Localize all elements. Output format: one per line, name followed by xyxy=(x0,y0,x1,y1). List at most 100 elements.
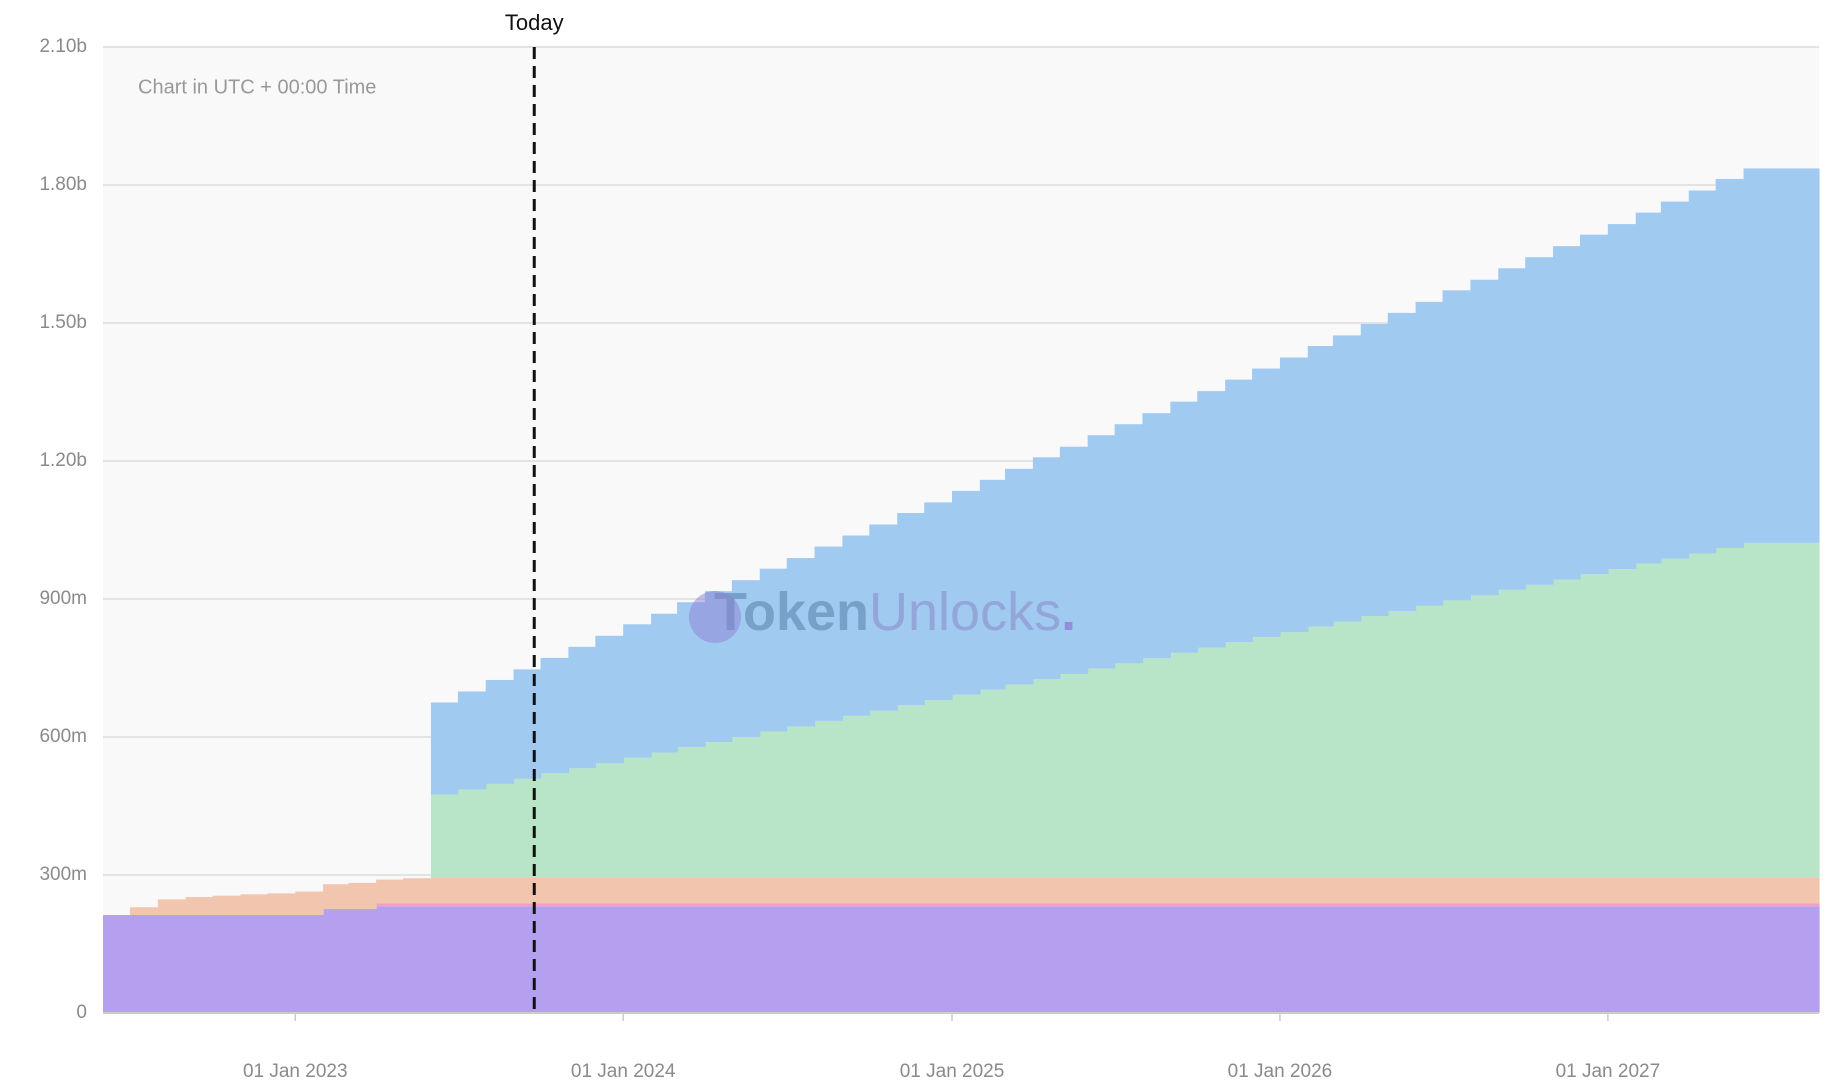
area-step xyxy=(1005,468,1034,685)
area-step xyxy=(1197,391,1226,648)
area-step xyxy=(376,879,404,904)
area-step xyxy=(1059,446,1089,674)
area-step xyxy=(1332,906,1362,1013)
area-step xyxy=(430,906,459,1013)
area-step xyxy=(1225,906,1253,1013)
area-step xyxy=(842,715,870,878)
area-step xyxy=(295,891,324,916)
area-step xyxy=(568,646,596,769)
area-step xyxy=(595,635,624,764)
area-step xyxy=(1688,553,1717,878)
area-step xyxy=(1170,401,1198,653)
area-step xyxy=(651,752,678,878)
area-step xyxy=(103,915,131,1013)
area-step xyxy=(814,903,844,907)
area-step xyxy=(1525,257,1554,585)
area-step xyxy=(403,903,432,907)
area-step xyxy=(1332,877,1362,904)
area-step xyxy=(1525,903,1554,907)
area-step xyxy=(1387,312,1417,611)
area-step xyxy=(1252,877,1281,904)
area-step xyxy=(869,710,898,878)
area-step xyxy=(1553,903,1581,907)
area-step xyxy=(1688,903,1717,907)
area-step xyxy=(513,778,542,878)
area-step xyxy=(1332,903,1362,907)
area-step xyxy=(348,882,377,910)
watermark-part: . xyxy=(1061,582,1076,642)
area-step xyxy=(1360,877,1389,904)
area-step xyxy=(1635,212,1662,564)
area-step xyxy=(485,903,515,907)
y-tick-label: 0 xyxy=(76,1002,87,1023)
area-step xyxy=(952,903,981,907)
area-step xyxy=(1307,906,1334,1013)
area-step xyxy=(704,742,733,878)
area-step xyxy=(979,903,1006,907)
area-step xyxy=(485,783,515,878)
area-step xyxy=(1252,637,1281,878)
area-step xyxy=(731,903,761,907)
area-step xyxy=(1635,563,1662,878)
area-step xyxy=(485,679,515,784)
area-step xyxy=(952,694,981,878)
area-step xyxy=(677,906,706,1013)
area-step xyxy=(1252,906,1281,1013)
area-step xyxy=(1415,877,1444,904)
area-step xyxy=(1743,168,1820,543)
area-step xyxy=(786,906,816,1013)
y-tick-label: 1.80b xyxy=(39,174,87,195)
area-step xyxy=(1470,877,1499,904)
area-step xyxy=(1553,877,1581,904)
area-step xyxy=(869,524,898,711)
area-step xyxy=(1170,877,1198,904)
area-step xyxy=(897,903,925,907)
area-step xyxy=(1059,877,1089,904)
area-step xyxy=(704,906,733,1013)
area-step xyxy=(1660,558,1690,878)
area-step xyxy=(677,747,706,878)
area-step xyxy=(1470,903,1499,907)
area-step xyxy=(924,502,953,701)
area-step xyxy=(1525,906,1554,1013)
watermark: TokenUnlocks. xyxy=(714,582,1076,642)
area-step xyxy=(1715,547,1745,878)
area-step xyxy=(786,558,816,727)
area-step xyxy=(1005,906,1034,1013)
area-step xyxy=(1279,877,1309,904)
area-step xyxy=(430,877,459,904)
area-step xyxy=(1415,301,1444,606)
axes: 0 300m 600m 900m 1.20b 1.50b 1.80b 2.10b 01 Jan … xyxy=(39,10,1819,1082)
y-tick-label: 900m xyxy=(39,588,87,609)
y-tick-label: 300m xyxy=(39,864,87,885)
area-step xyxy=(1087,668,1116,878)
area-step xyxy=(1387,903,1417,907)
area-step xyxy=(1170,906,1198,1013)
area-step xyxy=(157,915,187,1013)
area-step xyxy=(1442,906,1472,1013)
area-step xyxy=(651,903,678,907)
area-step xyxy=(1332,621,1362,878)
area-step xyxy=(786,726,816,878)
area-step xyxy=(842,535,870,716)
area-step xyxy=(540,906,569,1013)
area-step xyxy=(1498,268,1526,590)
x-tick-label: 01 Jan 2024 xyxy=(571,1061,676,1082)
area-step xyxy=(952,490,981,695)
area-step xyxy=(595,906,624,1013)
area-step xyxy=(1415,906,1444,1013)
today-label: Today xyxy=(505,10,564,35)
area-step xyxy=(1442,877,1472,904)
area-step xyxy=(1197,647,1226,878)
area-step xyxy=(457,877,487,904)
area-step xyxy=(897,705,925,878)
chart-note: Chart in UTC + 00:00 Time xyxy=(138,76,376,98)
area-step xyxy=(457,789,487,878)
area-step xyxy=(623,757,652,878)
area-step xyxy=(1498,877,1526,904)
area-step xyxy=(485,906,515,1013)
area-step xyxy=(485,877,515,904)
area-step xyxy=(842,877,870,904)
area-step xyxy=(731,737,761,878)
area-step xyxy=(623,624,652,758)
